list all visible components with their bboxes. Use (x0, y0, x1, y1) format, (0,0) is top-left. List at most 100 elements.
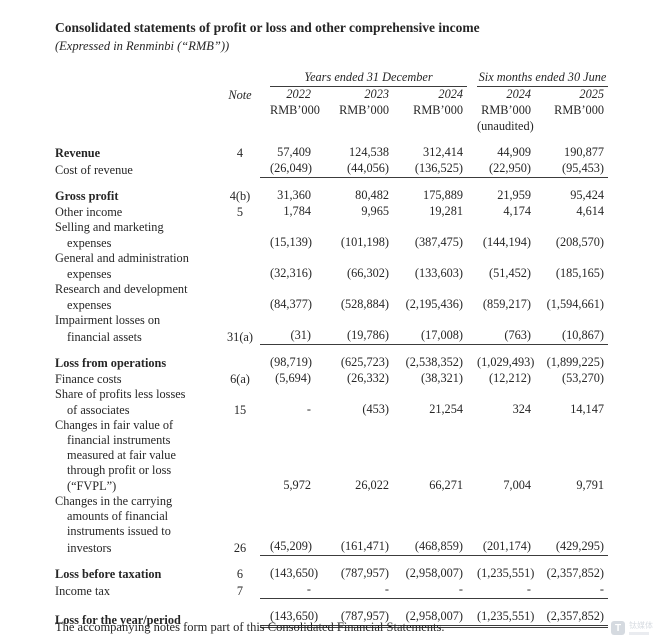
row-gap-cell (55, 599, 608, 609)
row-value (260, 463, 315, 478)
row-value: - (315, 582, 393, 599)
row-value: 7,004 (503, 478, 532, 492)
row-value: 1,784 (283, 204, 311, 218)
row-value (315, 494, 393, 509)
row-value (315, 509, 393, 524)
table-row: Changes in fair value of (55, 418, 608, 433)
row-label: measured at fair value (67, 448, 176, 462)
row-value (467, 220, 535, 235)
row-gap (55, 599, 608, 609)
row-value: (45,209) (260, 539, 315, 556)
table-row: expenses (15,139) (101,198) (387,475) (144,1… (55, 235, 608, 251)
watermark: T 钛媒体 (611, 621, 653, 635)
table-row: General and administration (55, 251, 608, 266)
table-row: Finance costs 6(a) (5,694) (26,332) (38,321)… (55, 371, 608, 387)
row-value: (787,957) (315, 609, 393, 628)
row-note (220, 282, 260, 297)
row-value (315, 251, 393, 266)
table-row: Loss for the year/period (143,650) (787,95… (55, 609, 609, 628)
row-value: (95,453) (535, 161, 609, 178)
group-header-interim: Six months ended 30 June (467, 70, 609, 87)
row-label: Finance costs (55, 372, 122, 386)
row-value: 31,360 (277, 188, 311, 202)
row-gap (55, 345, 608, 355)
unit-header: RMB’000 (339, 103, 389, 117)
table-row: expenses (32,316) (66,302) (133,603) (51,452… (55, 266, 608, 282)
row-value (467, 509, 535, 524)
row-value (467, 387, 535, 402)
row-value: (387,475) (414, 235, 464, 249)
row-value (315, 282, 393, 297)
row-value (467, 494, 535, 509)
table-row: Loss from operations (98,719) (625,723) (2,… (55, 355, 608, 371)
row-value (315, 433, 393, 448)
row-value (467, 418, 535, 433)
row-value: - (393, 582, 468, 599)
unit-header: RMB’000 (554, 103, 605, 117)
row-note (220, 266, 260, 282)
row-value (393, 463, 467, 478)
row-note: 7 (236, 584, 244, 598)
unaudited-header-row: (unaudited) (55, 119, 608, 135)
row-value: 21,959 (497, 188, 532, 202)
row-value: 5,972 (283, 478, 311, 492)
header-spacer (55, 70, 220, 87)
row-value: (429,295) (535, 539, 609, 556)
row-label: Changes in the carrying (55, 494, 173, 508)
row-value: (15,139) (270, 235, 313, 249)
table-row: measured at fair value (55, 448, 608, 463)
row-value: (453) (362, 402, 389, 416)
row-value (467, 313, 535, 328)
row-value: (2,357,852) (546, 566, 605, 580)
row-value (467, 448, 535, 463)
row-note: 15 (233, 403, 247, 417)
row-value (535, 313, 608, 328)
row-label: expenses (67, 267, 112, 281)
page-subtitle: (Expressed in Renminbi (“RMB”)) (55, 39, 230, 53)
statement-table: Years ended 31 December Six months ended… (55, 70, 609, 628)
row-value: 19,281 (429, 204, 464, 218)
row-value: (17,008) (393, 328, 468, 345)
row-note: 5 (236, 205, 244, 219)
table-row: Changes in the carrying (55, 494, 608, 509)
row-value (260, 282, 315, 297)
header-spacer (55, 119, 220, 135)
year-header: 2024 (506, 87, 532, 101)
row-value: 21,254 (429, 402, 464, 416)
row-label: Research and development (55, 282, 188, 296)
row-note (220, 297, 260, 313)
row-note: 6 (236, 567, 244, 581)
row-value: 95,424 (570, 188, 605, 202)
header-spacer (393, 119, 467, 135)
row-gap (55, 178, 608, 188)
watermark-subline (629, 631, 649, 635)
row-label: Selling and marketing (55, 220, 164, 234)
row-value: 80,482 (355, 188, 389, 202)
row-note: 31(a) (227, 330, 253, 344)
row-value: 124,538 (349, 145, 389, 159)
row-value: - (260, 582, 315, 599)
row-note (220, 161, 260, 178)
row-value (315, 313, 393, 328)
row-note (220, 509, 260, 524)
row-value (467, 524, 535, 539)
row-value (393, 524, 467, 539)
row-value: 4,174 (503, 204, 532, 218)
unit-header: RMB’000 (270, 103, 320, 117)
header-spacer (260, 119, 315, 135)
row-value (467, 433, 535, 448)
row-gap-cell (55, 556, 608, 566)
row-value (260, 494, 315, 509)
row-value: (26,332) (346, 371, 389, 385)
row-value (535, 494, 608, 509)
row-value: 4,614 (576, 204, 605, 218)
row-note (220, 494, 260, 509)
row-value (393, 387, 467, 402)
row-value (260, 448, 315, 463)
row-value: (787,957) (340, 566, 389, 580)
row-value (393, 509, 467, 524)
row-note: 6(a) (230, 372, 250, 386)
row-value: (763) (467, 328, 536, 345)
row-value: 26,022 (355, 478, 389, 492)
row-value: (2,958,007) (405, 566, 464, 580)
